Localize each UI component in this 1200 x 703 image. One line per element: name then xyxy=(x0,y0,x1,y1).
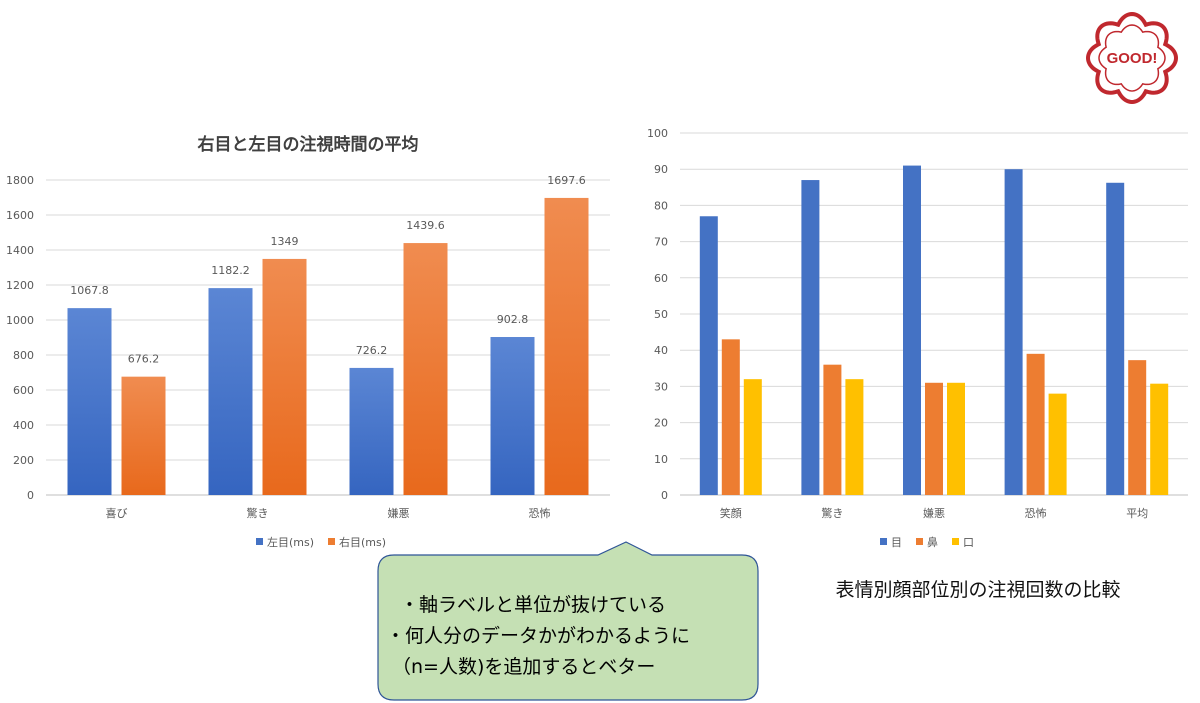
chart1-bar xyxy=(403,243,448,495)
chart2-ytick-label: 30 xyxy=(654,380,668,393)
chart2-legend-swatch xyxy=(952,538,959,545)
chart2-legend-swatch xyxy=(916,538,923,545)
chart1-category-label: 嫌悪 xyxy=(388,506,410,520)
chart1-ytick-label: 1000 xyxy=(6,314,34,327)
good-stamp-icon: GOOD! xyxy=(1085,11,1179,105)
chart2-bar xyxy=(1128,360,1147,495)
stamp-flower-inner xyxy=(1098,24,1166,92)
chart1-bar xyxy=(67,308,112,495)
chart2-ytick-label: 70 xyxy=(654,236,668,249)
chart1-ytick-label: 1800 xyxy=(6,174,34,187)
chart2-ytick-label: 100 xyxy=(647,127,668,140)
chart1-bar xyxy=(490,337,535,495)
chart1-title: 右目と左目の注視時間の平均 xyxy=(198,134,419,155)
chart1-ytick-label: 400 xyxy=(13,419,34,432)
chart1-ytick-label: 1200 xyxy=(6,279,34,292)
note-line-2: ・何人分のデータかがわかるように xyxy=(386,625,690,647)
chart2-ytick-label: 60 xyxy=(654,272,668,285)
stamp-flower-outline xyxy=(1085,11,1179,105)
chart1-ytick-label: 200 xyxy=(13,454,34,467)
chart2-category-label: 笑顔 xyxy=(720,506,742,520)
callout-shape xyxy=(377,541,759,701)
chart2-category-label: 平均 xyxy=(1126,507,1148,520)
stamp-text: GOOD! xyxy=(1107,50,1158,67)
gaze-count-chart: 0 10 20 30 40 50 60 70 80 90 100 笑顔 驚き 嫌悪 恐怖 平均 目 鼻 口 xyxy=(647,127,1188,549)
chart2-ytick-label: 0 xyxy=(661,489,668,502)
chart1-category-label: 驚き xyxy=(247,506,269,520)
chart1-bar xyxy=(121,376,166,495)
chart2-category-label: 驚き xyxy=(821,506,843,520)
chart2-bar xyxy=(1026,353,1045,495)
chart1-ytick-label: 800 xyxy=(13,349,34,362)
note-line-3: （n=人数)を追加するとベター xyxy=(392,656,655,678)
chart2-category-label: 嫌悪 xyxy=(923,506,945,520)
chart2-bar xyxy=(721,339,740,495)
chart1-legend-swatch xyxy=(256,538,263,545)
chart1-ytick-label: 600 xyxy=(13,384,34,397)
chart1-bar xyxy=(208,288,253,495)
chart1-ytick-label: 0 xyxy=(27,489,34,502)
chart2-legend-swatch xyxy=(880,538,887,545)
chart2-bar xyxy=(845,379,864,495)
chart2-bar xyxy=(801,180,820,495)
note-line-1: ・軸ラベルと単位が抜けている xyxy=(400,594,666,616)
chart2-ytick-label: 40 xyxy=(654,344,668,357)
chart2-ytick-label: 50 xyxy=(654,308,668,321)
feedback-callout: ・軸ラベルと単位が抜けている ・何人分のデータかがわかるように （n=人数)を追… xyxy=(377,541,759,701)
chart1-bar xyxy=(544,197,589,496)
chart1-data-label: 1439.6 xyxy=(406,219,445,232)
chart2-legend: 目鼻口 xyxy=(880,535,974,549)
chart1-ytick-label: 1600 xyxy=(6,209,34,222)
chart1-data-label: 1349 xyxy=(271,235,299,248)
chart1-data-label: 1697.6 xyxy=(547,174,586,187)
chart1-data-label: 1182.2 xyxy=(211,264,250,277)
chart2-ytick-label: 90 xyxy=(654,163,668,176)
chart2-ytick-label: 10 xyxy=(654,453,668,466)
chart2-ytick-label: 20 xyxy=(654,417,668,430)
chart1-bar xyxy=(262,258,307,495)
chart2-bar xyxy=(1150,383,1169,495)
chart2-bar xyxy=(823,364,842,495)
chart2-bar xyxy=(1048,393,1067,495)
chart1-data-label: 902.8 xyxy=(497,313,529,326)
chart1-ytick-label: 1400 xyxy=(6,244,34,257)
chart1-legend: 左目(ms) 右目(ms) xyxy=(256,535,386,549)
chart1-legend-swatch xyxy=(328,538,335,545)
chart1-category-label: 喜び xyxy=(106,507,128,520)
chart2-category-label: 恐怖 xyxy=(1025,506,1047,520)
chart2-bar xyxy=(1106,182,1125,495)
chart2-ytick-label: 80 xyxy=(654,199,668,212)
chart1-legend-label: 右目(ms) xyxy=(339,535,386,549)
chart1-data-label: 676.2 xyxy=(128,353,160,366)
chart2-legend-label: 口 xyxy=(963,536,974,549)
chart1-data-label: 1067.8 xyxy=(70,284,109,297)
chart2-legend-label: 鼻 xyxy=(927,535,938,549)
chart2-bar xyxy=(947,382,965,495)
chart2-bar xyxy=(1004,169,1023,495)
chart1-data-label: 726.2 xyxy=(356,344,388,357)
chart2-bar xyxy=(699,216,718,495)
chart2-legend-label: 目 xyxy=(891,536,902,549)
chart2-bar xyxy=(903,165,921,495)
chart1-bar xyxy=(349,367,394,495)
chart2-bar xyxy=(743,379,762,495)
chart2-bar xyxy=(925,382,943,495)
gaze-time-chart: 右目と左目の注視時間の平均 0 200 400 600 800 1000 1200 1400 1… xyxy=(6,134,610,549)
chart1-category-label: 恐怖 xyxy=(529,506,551,520)
chart1-legend-label: 左目(ms) xyxy=(267,536,314,549)
chart2-caption: 表情別顔部位別の注視回数の比較 xyxy=(835,579,1120,601)
